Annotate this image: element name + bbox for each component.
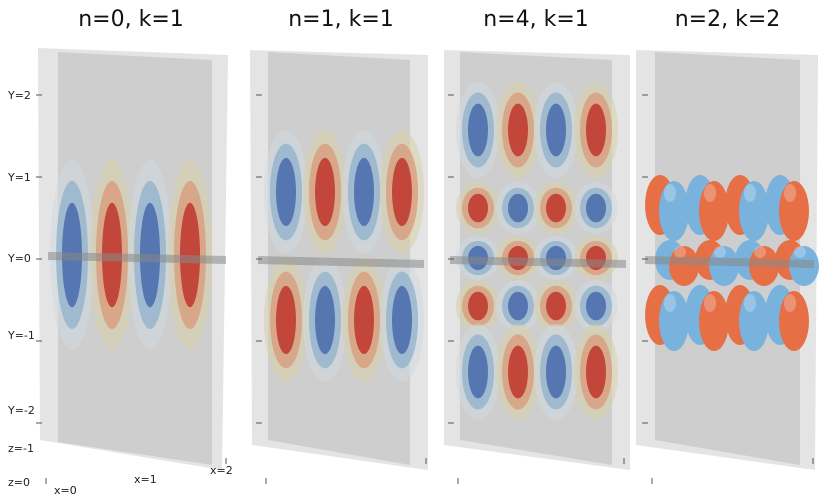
highlight	[754, 246, 766, 258]
core	[276, 285, 296, 355]
y-axis-label: Y=-1	[7, 329, 35, 342]
y-axis-label: Y=2	[7, 89, 31, 102]
y-axis-label: Y=0	[7, 252, 31, 265]
core	[392, 285, 412, 355]
highlight	[784, 184, 796, 202]
y0-plane	[48, 252, 226, 264]
blob	[659, 291, 689, 351]
panel	[444, 50, 630, 484]
core	[586, 193, 606, 223]
highlight	[664, 184, 676, 202]
core	[586, 291, 606, 321]
panel-title: n=1, k=1	[288, 7, 394, 32]
core	[468, 345, 488, 399]
labels: n=0, k=1 n=1, k=1 n=4, k=1 n=2, k=2 Y=2 Y=1 Y=…	[7, 7, 780, 497]
core	[468, 103, 488, 157]
x-axis-label: x=1	[134, 473, 157, 486]
core	[508, 291, 528, 321]
z-axis-label: z=0	[8, 476, 30, 489]
blob	[739, 291, 769, 351]
core	[508, 345, 528, 399]
core	[315, 157, 335, 227]
panel	[250, 50, 428, 484]
blob	[669, 246, 699, 286]
core	[468, 291, 488, 321]
y0-plane	[450, 256, 626, 268]
core	[315, 285, 335, 355]
highlight	[744, 184, 756, 202]
blob	[739, 181, 769, 241]
x-axis-label: x=2	[210, 464, 233, 477]
panel	[36, 48, 228, 484]
core	[180, 202, 200, 308]
x-axis-label: x=0	[54, 484, 77, 497]
y-axis-label: Y=1	[7, 171, 31, 184]
blob	[699, 291, 729, 351]
core	[586, 103, 606, 157]
core	[546, 291, 566, 321]
core	[508, 103, 528, 157]
highlight	[714, 246, 726, 258]
highlight	[674, 246, 686, 258]
blob	[779, 181, 809, 241]
panels	[36, 48, 819, 484]
y0-plane	[258, 256, 424, 268]
highlight	[784, 294, 796, 312]
core	[468, 193, 488, 223]
z-axis-label: z=-1	[8, 442, 34, 455]
core	[546, 345, 566, 399]
highlight	[664, 294, 676, 312]
core	[354, 285, 374, 355]
core	[354, 157, 374, 227]
panel	[636, 50, 819, 484]
highlight	[704, 294, 716, 312]
blob	[659, 181, 689, 241]
panel-title: n=0, k=1	[78, 7, 184, 32]
core	[508, 193, 528, 223]
core	[546, 103, 566, 157]
core	[546, 193, 566, 223]
blob	[709, 246, 739, 286]
core	[276, 157, 296, 227]
highlight	[744, 294, 756, 312]
highlight	[794, 246, 806, 258]
y-axis-label: Y=-2	[7, 404, 35, 417]
highlight	[704, 184, 716, 202]
panel-title: n=2, k=2	[675, 7, 781, 32]
blob	[699, 181, 729, 241]
core	[392, 157, 412, 227]
panel-title: n=4, k=1	[483, 7, 589, 32]
blob	[779, 291, 809, 351]
core	[586, 345, 606, 399]
y0-plane	[645, 256, 814, 268]
